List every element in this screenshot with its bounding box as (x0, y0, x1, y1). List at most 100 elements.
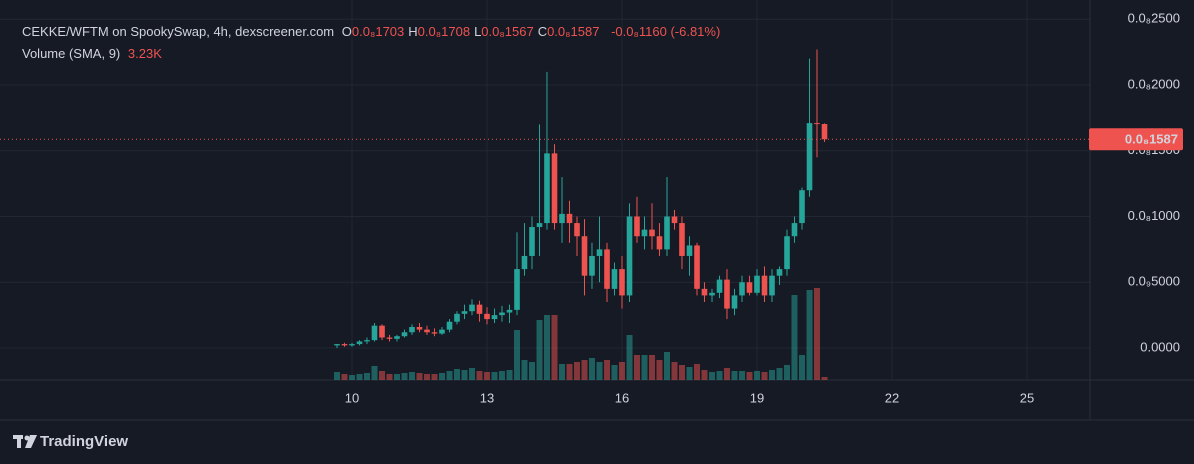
volume-bar (348, 375, 355, 380)
volume-bar (356, 374, 363, 380)
volume-bar (521, 360, 528, 380)
candle-body (626, 216, 633, 296)
candle-body (476, 304, 483, 314)
volume-bar (701, 370, 708, 380)
ohlc-key: O (341, 24, 352, 39)
volume-bar (813, 288, 820, 380)
candle-body (529, 227, 535, 256)
candle-body (544, 153, 550, 224)
volume-bar (686, 367, 693, 380)
x-tick-label: 13 (480, 390, 494, 405)
volume-bar (401, 373, 408, 380)
candle-body (439, 329, 445, 334)
candle-body (499, 312, 505, 316)
volume-bar (806, 290, 813, 380)
x-tick-label: 19 (750, 390, 764, 405)
volume-bar (671, 362, 678, 380)
volume-bar (559, 364, 566, 380)
candle-body (746, 282, 753, 293)
y-tick-label: 0.0000 (1140, 339, 1180, 354)
ohlc-key: L (474, 24, 482, 39)
candle-body (731, 295, 738, 309)
volume-bar (588, 358, 595, 380)
candle-body (484, 313, 490, 320)
volume-bar (393, 374, 400, 380)
ohlc-value: 0.0₈1703 (351, 24, 405, 39)
candle-body (776, 269, 783, 276)
volume-bar (723, 368, 730, 380)
symbol-legend: CEKKE/WFTM on SpookySwap, 4h, dexscreene… (22, 24, 724, 39)
candle-body (656, 236, 663, 250)
y-tick-label: 0.0₈1000 (1128, 208, 1180, 223)
volume-bar (746, 372, 753, 380)
volume-bar (761, 372, 768, 380)
volume-bar (784, 365, 791, 380)
volume-bar (776, 368, 783, 380)
x-tick-label: 22 (885, 390, 899, 405)
ohlc-value: 0.0₈1567 (481, 24, 534, 39)
candle-body (424, 329, 430, 333)
candle-body (536, 223, 543, 228)
x-tick-label: 16 (615, 390, 629, 405)
candle-body (356, 341, 363, 345)
volume-bar (341, 374, 348, 380)
last-price-box (1089, 128, 1183, 151)
candle-body (521, 255, 528, 270)
candle-body (371, 325, 378, 341)
candle-body (739, 282, 745, 296)
volume-bar (768, 370, 775, 380)
volume-bar (498, 371, 505, 380)
volume-bar (438, 373, 445, 380)
candle-body (401, 332, 408, 337)
candle-body (769, 275, 775, 296)
candle-body (551, 153, 558, 224)
volume-bar (469, 368, 476, 380)
candle-body (701, 288, 708, 296)
candle-body (566, 213, 573, 224)
volume-legend: Volume (SMA, 9) 3.23K (22, 46, 166, 61)
volume-bar (694, 364, 701, 380)
volume-bar (678, 365, 685, 380)
ohlc-key: H (408, 24, 418, 39)
volume-bar (739, 371, 746, 380)
candle-body (454, 313, 460, 322)
volume-bar (566, 364, 573, 380)
candle-body (806, 123, 813, 191)
volume-bar (363, 373, 370, 380)
x-tick-label: 25 (1020, 390, 1034, 405)
candle-body (709, 292, 715, 296)
candle-body (446, 321, 453, 330)
candle-body (379, 325, 385, 338)
candle-body (596, 249, 603, 256)
ohlc-value: 0.0₈1587 (547, 24, 600, 39)
volume-bar (716, 371, 723, 380)
candle-body (641, 229, 648, 237)
candle-body (491, 315, 498, 320)
volume-bar (618, 362, 625, 380)
candle-body (604, 249, 610, 289)
candle-body (791, 223, 798, 237)
candle-body (716, 279, 723, 293)
volume-bar (573, 362, 580, 380)
volume-bar (611, 365, 618, 380)
ohlc-values: O0.0₈1703 H0.0₈1708 L0.0₈1567 C0.0₈1587 (342, 24, 604, 39)
volume-bar (453, 369, 460, 380)
candle-body (686, 245, 693, 256)
volume-bar (491, 372, 498, 380)
candle-body (821, 124, 828, 140)
volume-bar (446, 371, 453, 380)
x-tick-label: 10 (345, 390, 359, 405)
volume-bar (528, 362, 535, 380)
volume-bar (663, 352, 670, 380)
candle-body (649, 229, 655, 237)
candle-body (611, 269, 618, 289)
candle-body (634, 216, 640, 237)
y-tick-label: 0.0₈2000 (1128, 76, 1180, 91)
candle-body (409, 326, 415, 333)
volume-bar (506, 370, 513, 380)
y-tick-label: 0.0₈2500 (1128, 11, 1180, 26)
volume-bar (416, 373, 423, 380)
volume-bar (626, 335, 633, 380)
candle-body (814, 123, 820, 125)
candle-body (386, 337, 393, 339)
